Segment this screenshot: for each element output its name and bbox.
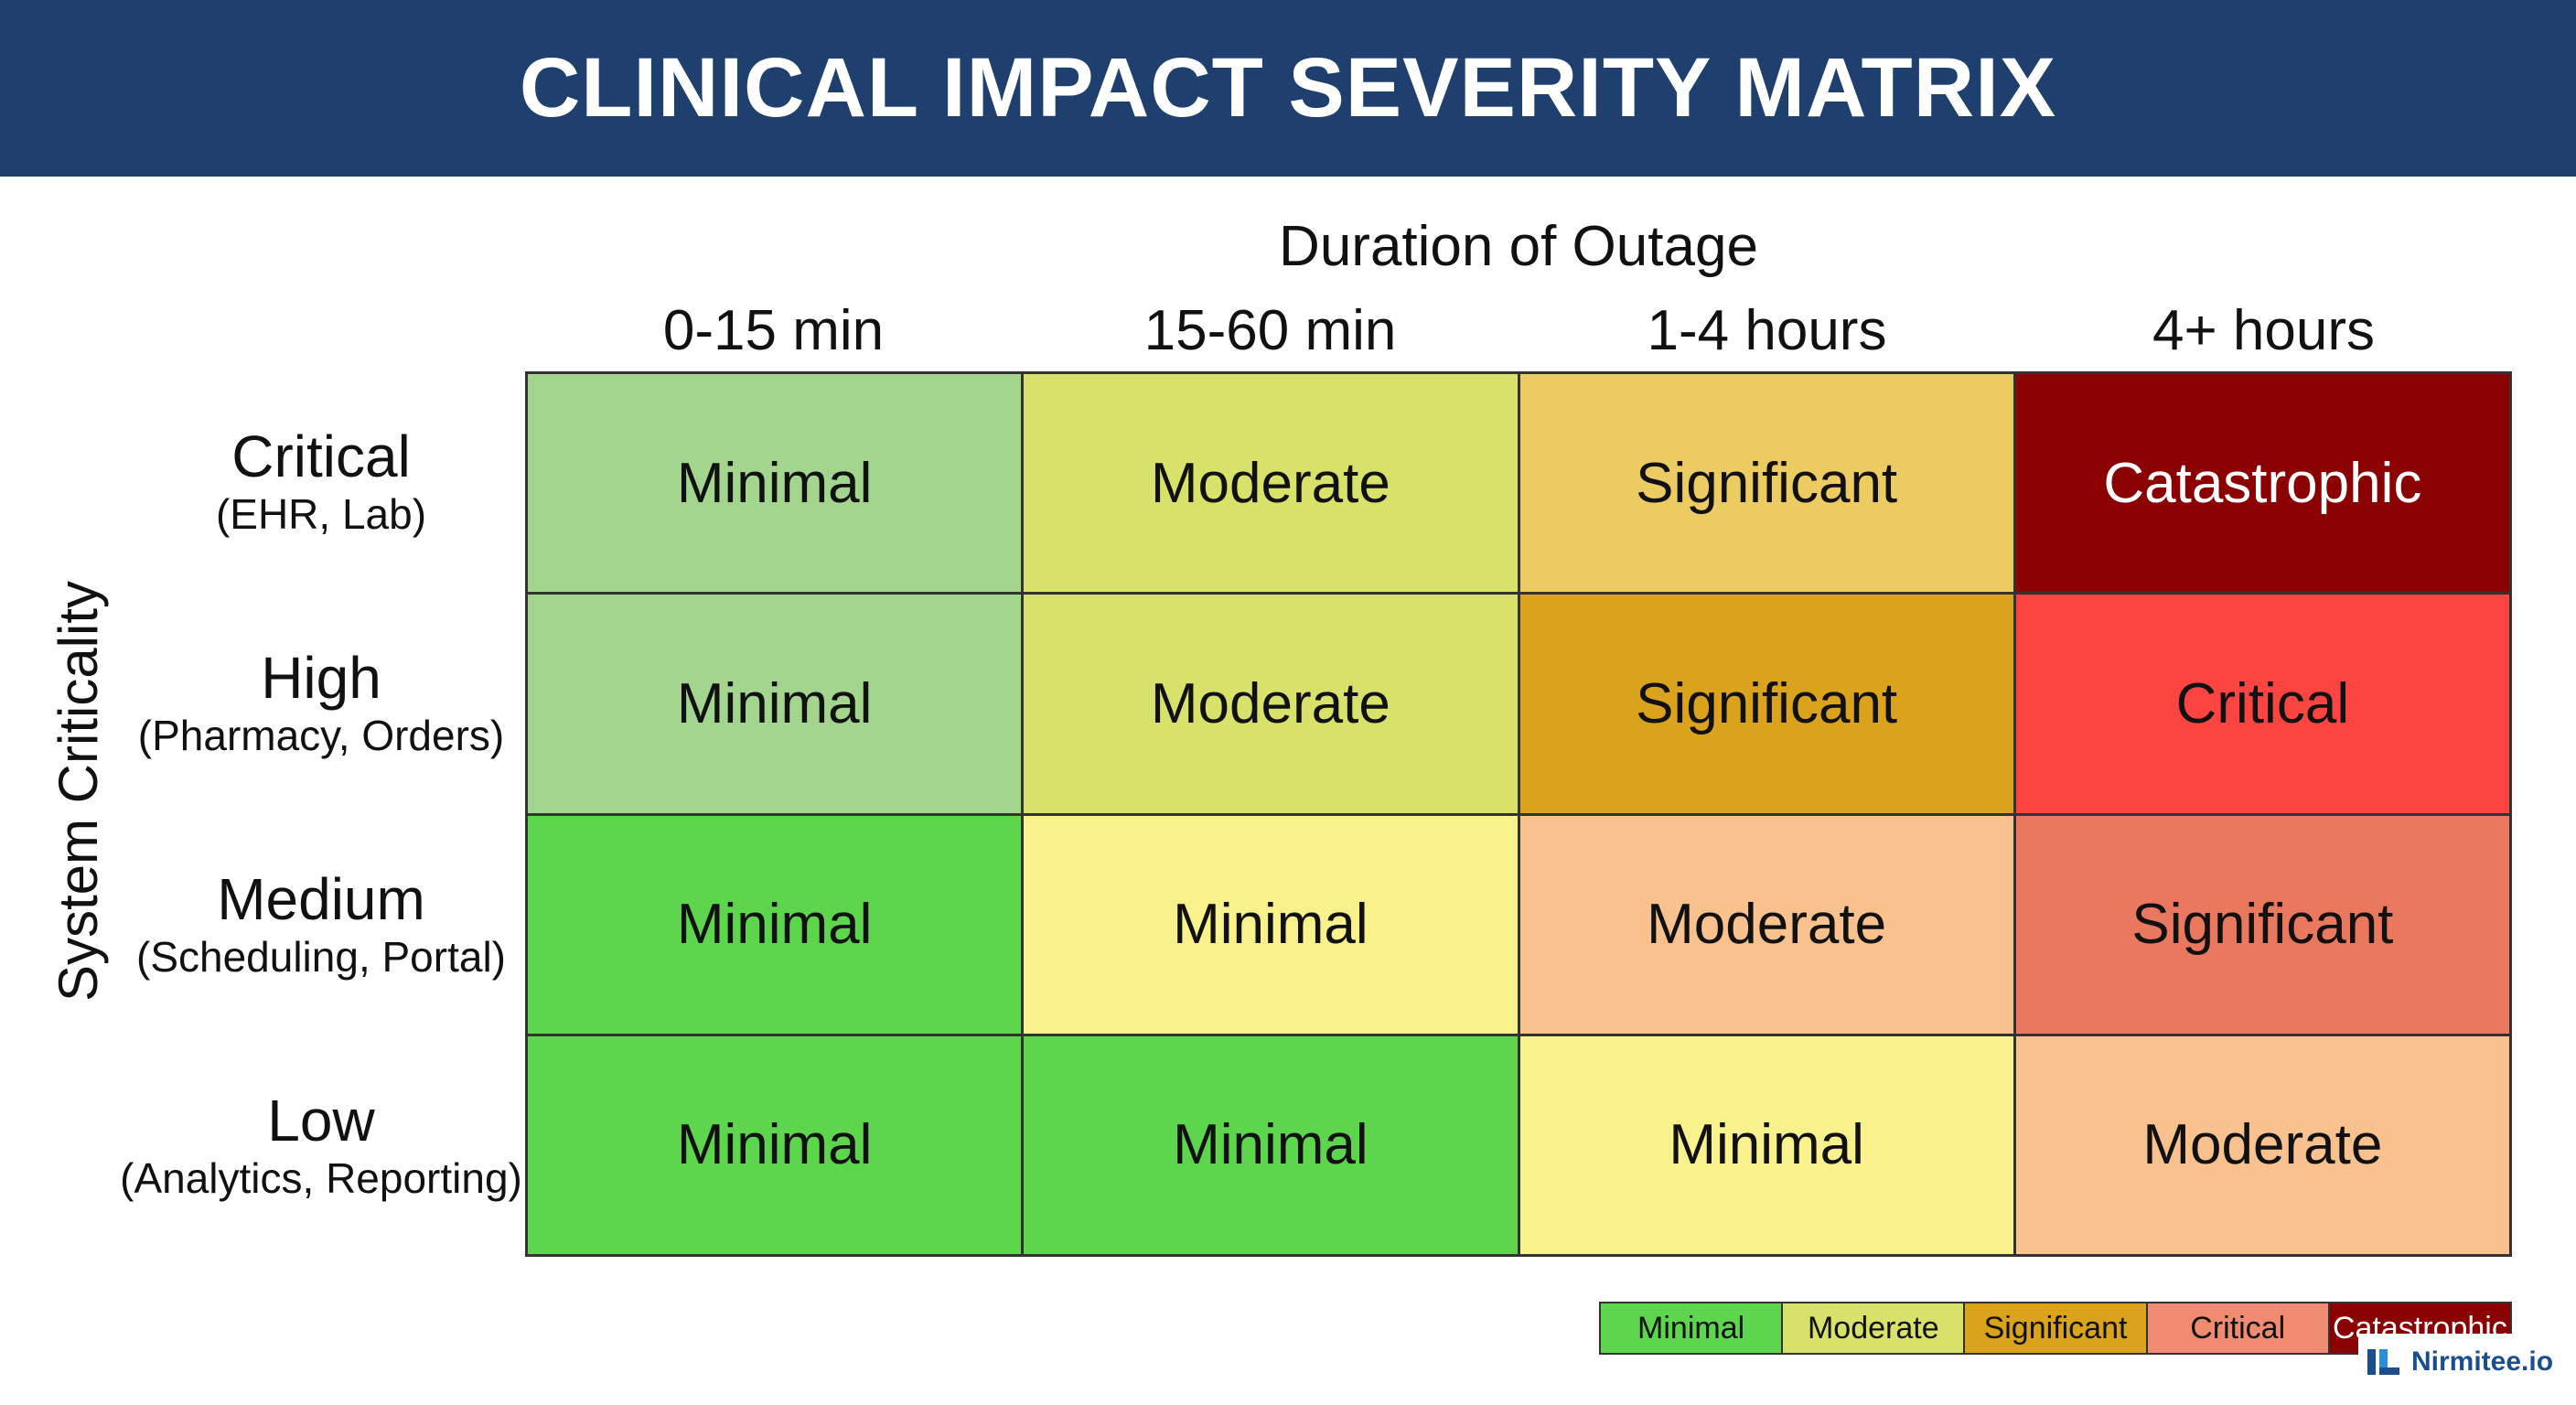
matrix-cell-critical-col1: Minimal (528, 374, 1022, 593)
brand-watermark: Nirmitee.io (2358, 1334, 2560, 1390)
row-name: Critical (231, 424, 411, 489)
matrix-cell-low-col3: Minimal (1519, 1035, 2013, 1254)
matrix-cell-medium-col3: Moderate (1519, 815, 2013, 1034)
row-examples: (EHR, Lab) (215, 490, 427, 538)
matrix-cell-high-col3: Significant (1519, 595, 2013, 813)
row-name: High (261, 645, 381, 711)
matrix-cell-high-col2: Moderate (1024, 595, 1518, 813)
row-label-high: High (Pharmacy, Orders) (119, 593, 523, 814)
row-name: Medium (217, 866, 425, 932)
row-examples: (Pharmacy, Orders) (137, 712, 505, 759)
legend-item-significant: Significant (1965, 1303, 2148, 1353)
column-header-4-plus-hours: 4+ hours (2152, 299, 2375, 362)
x-axis-title: Duration of Outage (1279, 215, 1758, 278)
matrix-cell-medium-col2: Minimal (1024, 815, 1518, 1034)
brand-name: Nirmitee.io (2411, 1346, 2554, 1377)
legend-item-minimal: Minimal (1601, 1303, 1784, 1353)
matrix-cell-low-col1: Minimal (528, 1035, 1022, 1254)
row-label-medium: Medium (Scheduling, Portal) (119, 814, 523, 1035)
matrix-cell-low-col4: Moderate (2015, 1035, 2509, 1254)
severity-legend: Minimal Moderate Significant Critical Catast… (1599, 1302, 2512, 1355)
row-examples: (Scheduling, Portal) (136, 933, 506, 981)
legend-item-moderate: Moderate (1783, 1303, 1966, 1353)
row-name: Low (267, 1088, 375, 1153)
column-header-1-4-hours: 1-4 hours (1647, 299, 1887, 362)
column-header-0-15-min: 0-15 min (662, 299, 885, 362)
matrix-cell-critical-col4: Catastrophic (2015, 374, 2509, 593)
severity-matrix: Minimal Moderate Significant Catastrophic Mi… (525, 371, 2512, 1257)
column-header-15-60-min: 15-60 min (1143, 299, 1397, 362)
matrix-cell-medium-col1: Minimal (528, 815, 1022, 1034)
y-axis-title: System Criticality (48, 580, 109, 1003)
matrix-cell-high-col4: Critical (2015, 595, 2509, 813)
nirmitee-logo-icon (2367, 1349, 2399, 1375)
matrix-cell-medium-col4: Significant (2015, 815, 2509, 1034)
matrix-cell-high-col1: Minimal (528, 595, 1022, 813)
matrix-cell-low-col2: Minimal (1024, 1035, 1518, 1254)
row-examples: (Analytics, Reporting) (120, 1154, 522, 1202)
page-title: CLINICAL IMPACT SEVERITY MATRIX (519, 41, 2057, 134)
matrix-cell-critical-col3: Significant (1519, 374, 2013, 593)
legend-item-critical: Critical (2147, 1303, 2330, 1353)
row-label-low: Low (Analytics, Reporting) (119, 1035, 523, 1257)
row-label-critical: Critical (EHR, Lab) (119, 371, 523, 593)
matrix-cell-critical-col2: Moderate (1024, 374, 1518, 593)
title-bar: CLINICAL IMPACT SEVERITY MATRIX (0, 0, 2576, 177)
